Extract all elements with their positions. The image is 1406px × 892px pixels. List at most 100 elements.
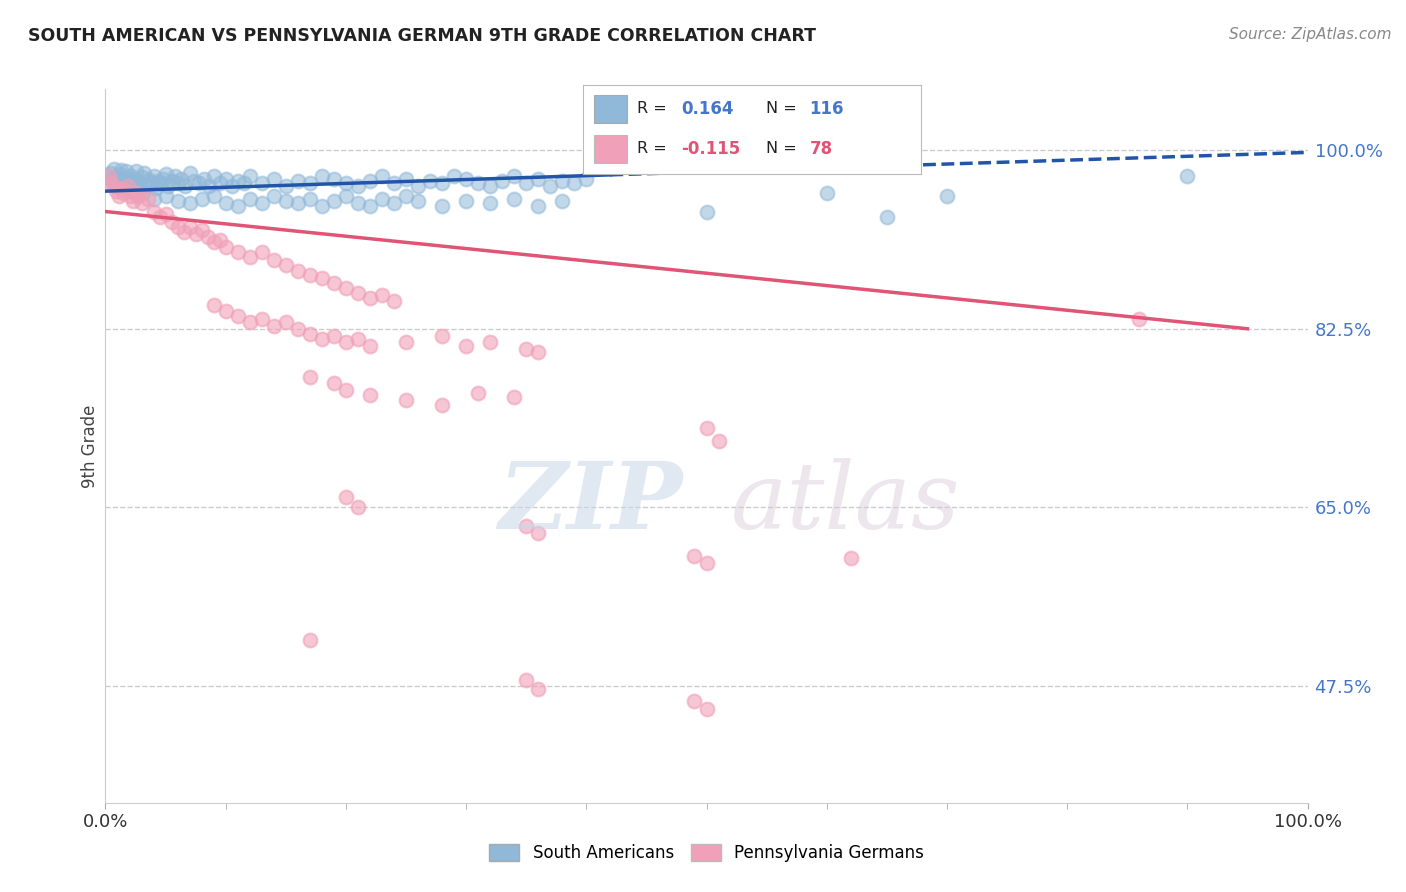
Point xyxy=(287,263,309,277)
Point xyxy=(188,176,211,190)
Point xyxy=(298,369,321,384)
Point xyxy=(148,210,170,224)
Point xyxy=(214,172,236,186)
Point xyxy=(138,173,160,187)
Point xyxy=(214,196,236,211)
Point xyxy=(359,174,381,188)
Point xyxy=(335,281,357,295)
Point xyxy=(274,179,297,194)
Text: 78: 78 xyxy=(810,140,832,158)
Point xyxy=(467,386,489,401)
Point xyxy=(347,332,370,346)
Point xyxy=(876,210,898,224)
Point xyxy=(173,179,195,194)
Legend: South Americans, Pennsylvania Germans: South Americans, Pennsylvania Germans xyxy=(489,844,924,863)
Point xyxy=(311,332,333,346)
Point xyxy=(125,179,148,194)
Text: SOUTH AMERICAN VS PENNSYLVANIA GERMAN 9TH GRADE CORRELATION CHART: SOUTH AMERICAN VS PENNSYLVANIA GERMAN 9T… xyxy=(28,27,815,45)
Point xyxy=(419,174,441,188)
Point xyxy=(148,174,170,188)
Point xyxy=(527,345,550,359)
Point xyxy=(287,174,309,188)
Point xyxy=(103,161,125,176)
Point xyxy=(239,169,262,183)
Point xyxy=(179,219,201,234)
Point xyxy=(382,294,405,309)
Point xyxy=(115,177,138,191)
Point xyxy=(298,268,321,282)
Point xyxy=(107,169,129,184)
Point xyxy=(347,286,370,301)
Point xyxy=(160,215,183,229)
Point xyxy=(359,388,381,402)
Point xyxy=(395,334,418,349)
Point xyxy=(190,223,212,237)
Point xyxy=(156,179,179,194)
Point xyxy=(515,176,537,190)
Point xyxy=(467,176,489,190)
Text: R =: R = xyxy=(637,102,672,116)
Point xyxy=(197,230,219,244)
Point xyxy=(190,192,212,206)
Point xyxy=(239,251,262,265)
Point xyxy=(142,192,165,206)
Point xyxy=(395,172,418,186)
Point xyxy=(250,176,273,190)
Point xyxy=(183,174,205,188)
Point xyxy=(104,173,127,187)
Y-axis label: 9th Grade: 9th Grade xyxy=(80,404,98,488)
Point xyxy=(322,172,344,186)
Point xyxy=(198,179,221,194)
Point xyxy=(347,179,370,194)
Point xyxy=(538,179,561,194)
Point xyxy=(132,166,155,180)
Point xyxy=(131,196,153,211)
Point xyxy=(575,172,598,186)
Point xyxy=(382,196,405,211)
Point xyxy=(430,329,453,343)
Point xyxy=(136,192,159,206)
Point xyxy=(936,189,959,203)
Point xyxy=(226,309,249,323)
Point xyxy=(108,167,131,181)
Point xyxy=(111,174,134,188)
Point xyxy=(371,192,394,206)
Text: 0.164: 0.164 xyxy=(682,100,734,118)
Point xyxy=(250,311,273,326)
Point xyxy=(503,169,526,183)
Point xyxy=(263,253,285,268)
Point xyxy=(184,227,207,241)
Point xyxy=(696,420,718,434)
Point xyxy=(139,176,162,190)
Point xyxy=(155,167,177,181)
Point xyxy=(347,500,370,515)
Point xyxy=(503,390,526,404)
Point xyxy=(98,166,121,180)
Point xyxy=(101,176,124,190)
Point xyxy=(193,172,215,186)
Point xyxy=(287,196,309,211)
Point xyxy=(263,172,285,186)
Point xyxy=(120,169,142,183)
Point xyxy=(406,194,429,209)
Point xyxy=(839,551,862,566)
Point xyxy=(395,393,418,408)
Point xyxy=(430,199,453,213)
Point xyxy=(166,176,188,190)
Point xyxy=(707,434,730,448)
Point xyxy=(527,172,550,186)
Point xyxy=(322,194,344,209)
Point xyxy=(274,258,297,272)
Text: N =: N = xyxy=(766,102,801,116)
Point xyxy=(298,326,321,341)
Point xyxy=(112,186,135,201)
Point xyxy=(311,270,333,285)
Point xyxy=(107,189,129,203)
Point xyxy=(166,219,188,234)
Point xyxy=(696,702,718,716)
Point xyxy=(371,169,394,183)
Point xyxy=(129,177,152,191)
Point xyxy=(382,176,405,190)
Point xyxy=(515,673,537,688)
Point xyxy=(454,172,477,186)
